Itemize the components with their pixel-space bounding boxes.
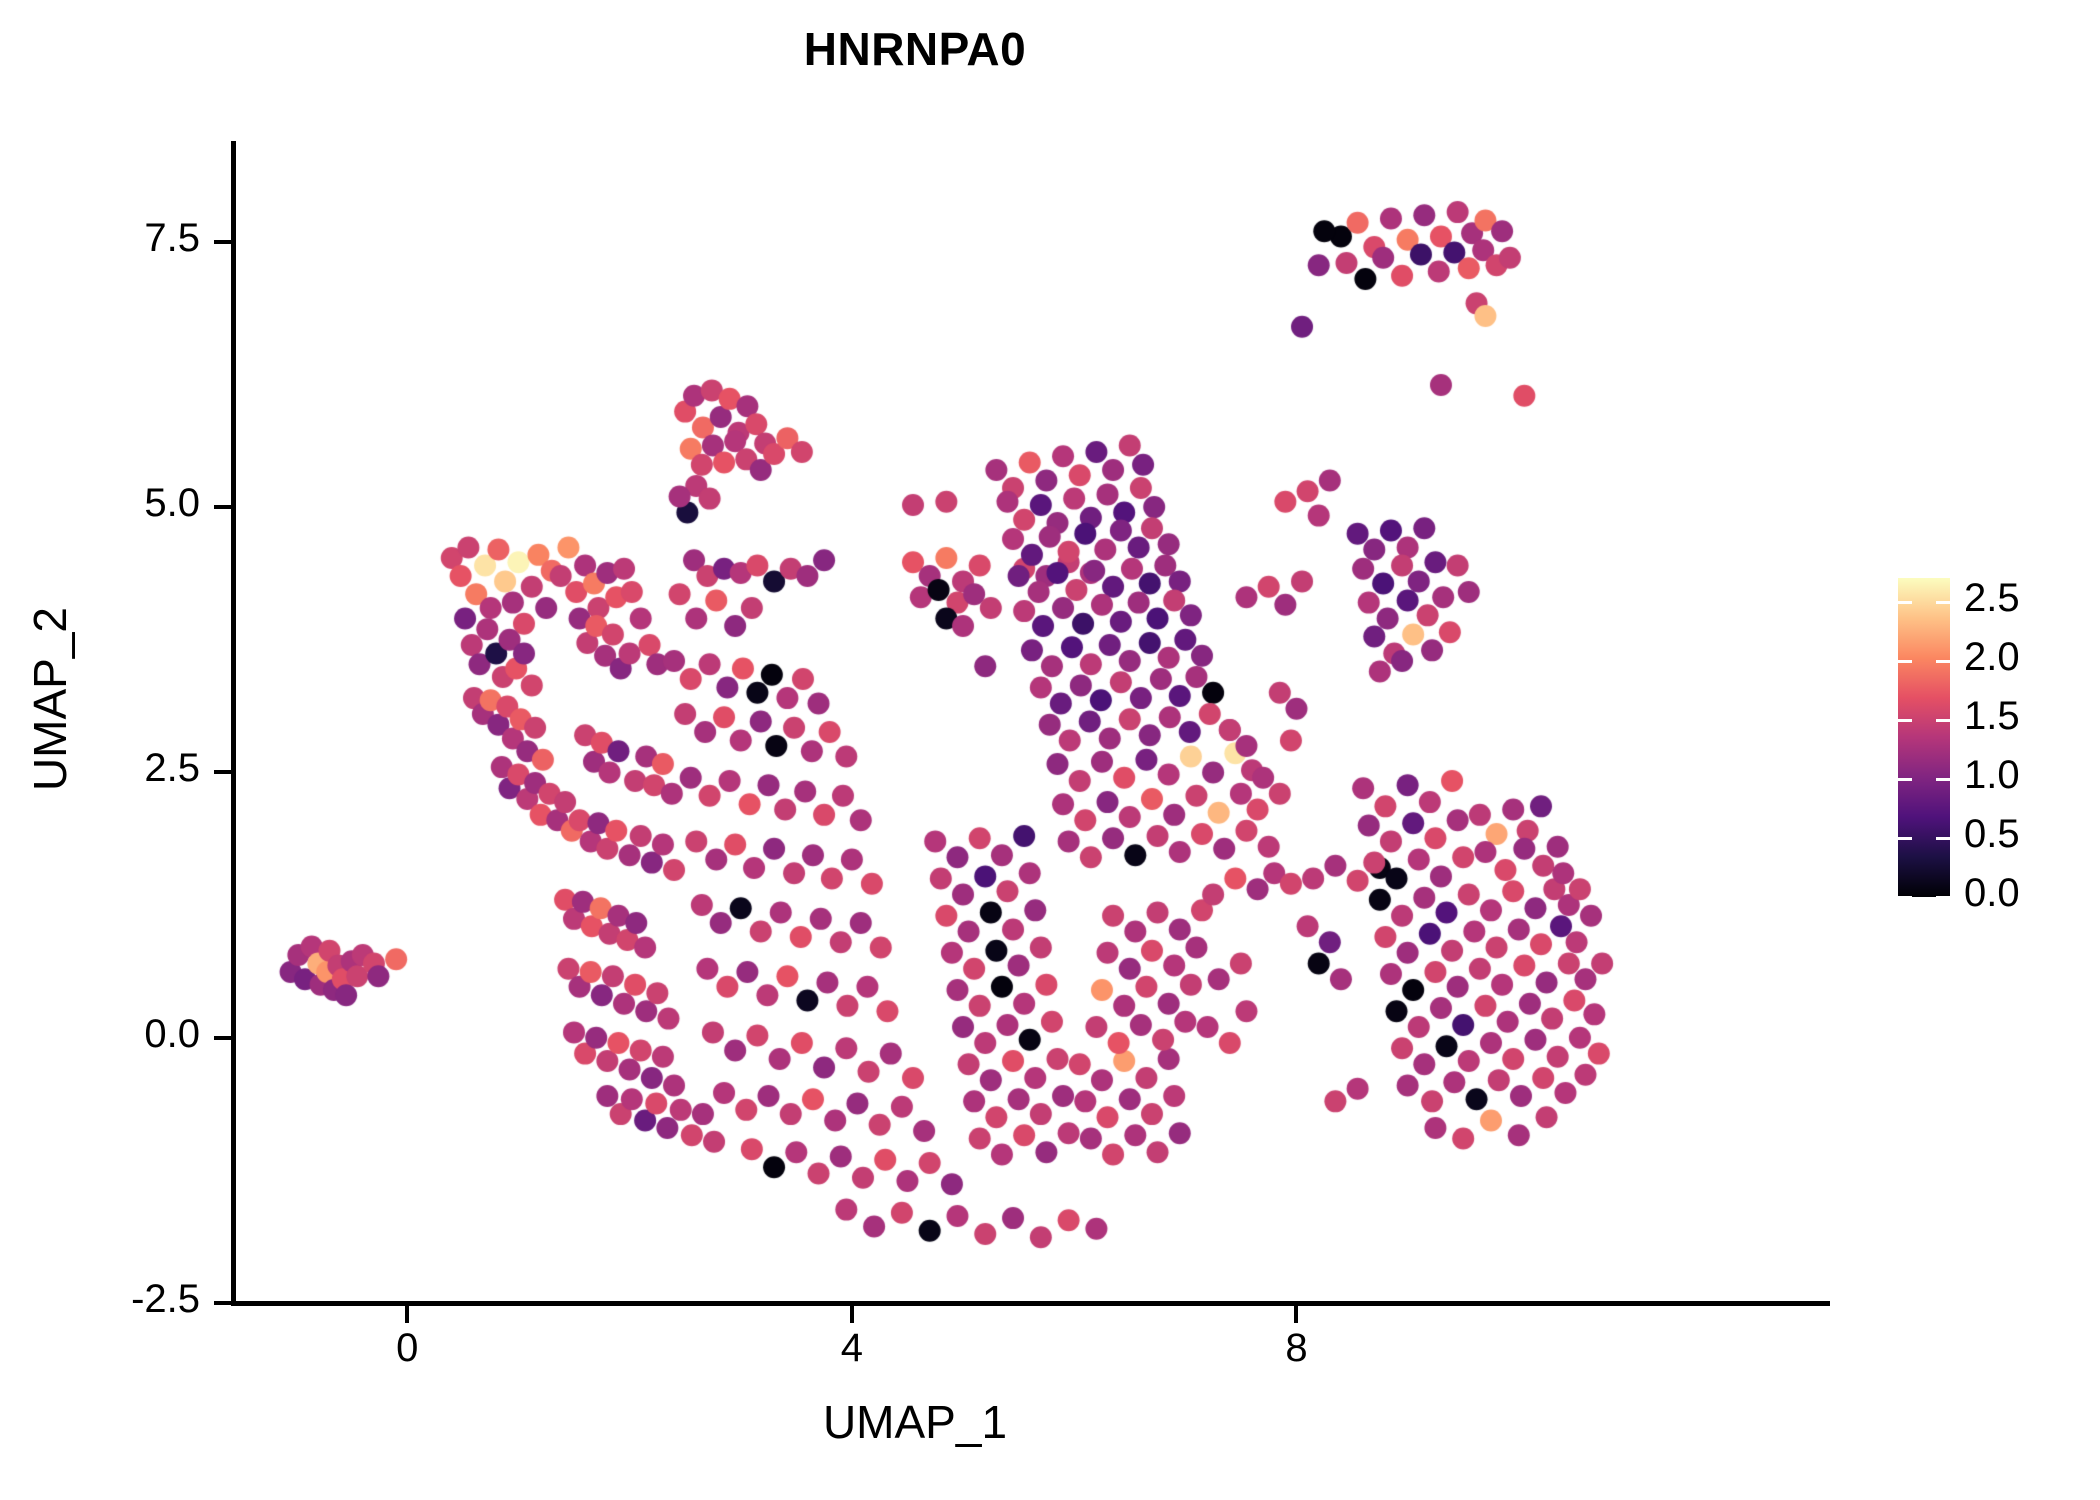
colorbar-tick-mark bbox=[1898, 777, 1950, 781]
colorbar-tick-label: 1.5 bbox=[1964, 693, 2020, 738]
y-tick-label: 0.0 bbox=[144, 1011, 200, 1056]
colorbar-tick-mark bbox=[1898, 836, 1950, 840]
colorbar-tick-label: 2.5 bbox=[1964, 575, 2020, 620]
scatter-points-layer bbox=[235, 141, 1830, 1303]
x-tick-mark bbox=[849, 1306, 854, 1323]
colorbar-tick-label: 2.0 bbox=[1964, 634, 2020, 679]
colorbar-tick-mark bbox=[1898, 659, 1950, 663]
colorbar-tick-mark bbox=[1898, 896, 1950, 899]
y-tick-mark bbox=[214, 770, 231, 775]
colorbar-tick-label: 0.5 bbox=[1964, 811, 2020, 856]
x-tick-label: 4 bbox=[840, 1326, 863, 1370]
colorbar-gradient bbox=[1898, 578, 1950, 897]
y-tick-label: 7.5 bbox=[144, 215, 200, 260]
x-tick-label: 0 bbox=[396, 1326, 419, 1370]
y-tick-label: 5.0 bbox=[144, 481, 200, 526]
y-tick-mark bbox=[214, 1301, 231, 1305]
x-axis-line bbox=[233, 1301, 1830, 1306]
plot-panel bbox=[235, 141, 1830, 1303]
y-tick-mark bbox=[214, 505, 231, 510]
colorbar-tick-label: 0.0 bbox=[1964, 871, 2020, 915]
x-tick-mark bbox=[1294, 1306, 1299, 1323]
y-tick-mark bbox=[214, 1035, 231, 1040]
page-title: HNRNPA0 bbox=[803, 23, 1027, 75]
y-axis-line bbox=[231, 141, 236, 1306]
y-axis-title: UMAP_2 bbox=[24, 606, 76, 792]
y-tick-label: 2.5 bbox=[144, 746, 200, 791]
colorbar-tick-mark bbox=[1898, 600, 1950, 604]
x-axis-title: UMAP_1 bbox=[822, 1396, 1008, 1448]
y-tick-label: -2.5 bbox=[131, 1277, 200, 1321]
y-tick-mark bbox=[214, 239, 231, 244]
colorbar-tick-mark bbox=[1898, 718, 1950, 722]
x-tick-label: 8 bbox=[1285, 1326, 1308, 1370]
colorbar-tick-label: 1.0 bbox=[1964, 752, 2020, 797]
x-tick-mark bbox=[405, 1306, 410, 1323]
